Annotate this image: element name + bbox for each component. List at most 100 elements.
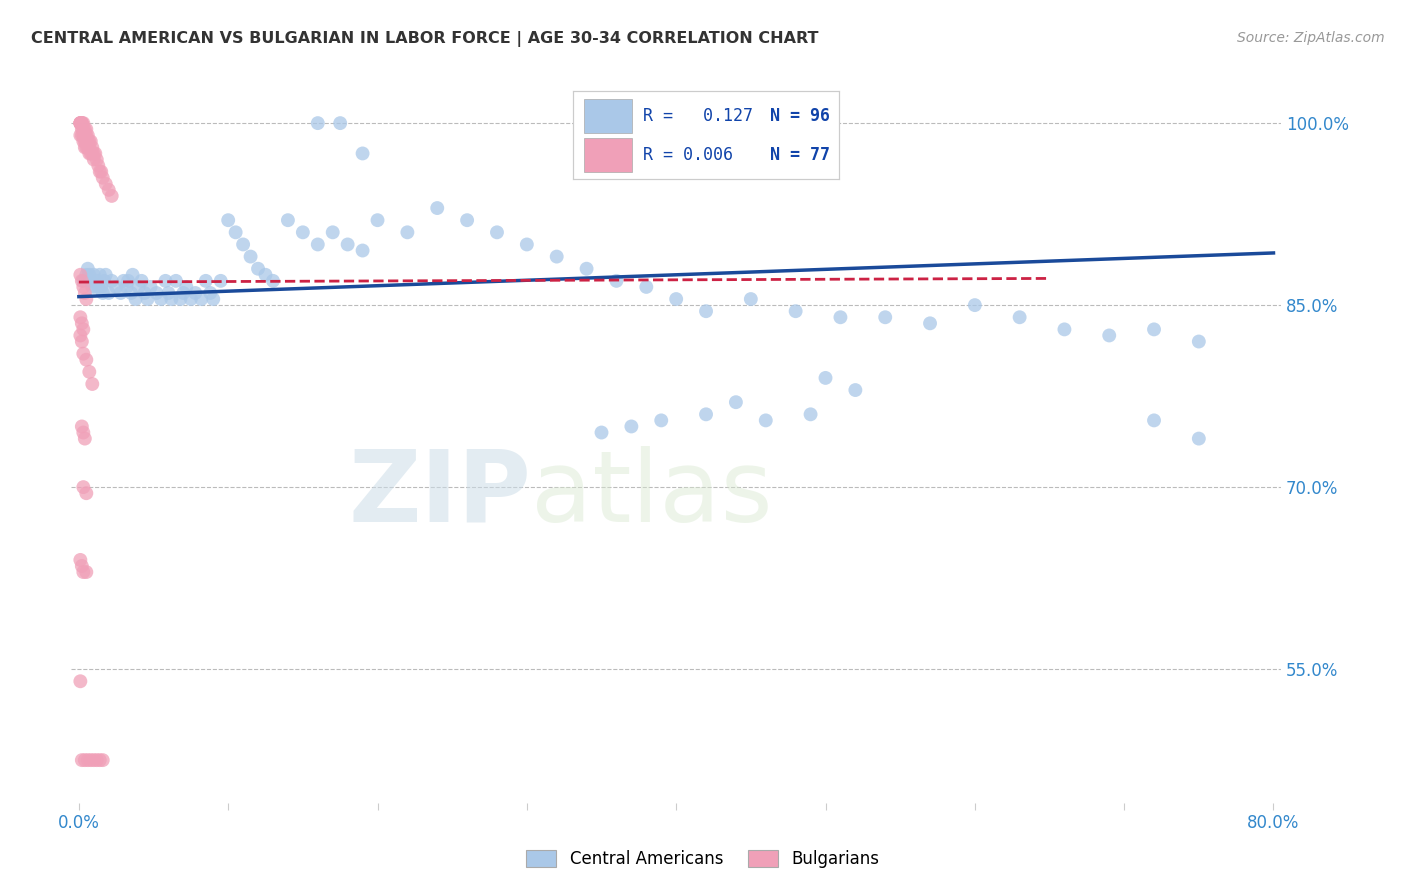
Point <box>87 280 110 294</box>
Point <box>72 116 94 130</box>
Point <box>352 244 374 258</box>
Point <box>94 268 117 282</box>
Point <box>157 285 180 300</box>
Point <box>194 274 217 288</box>
Point <box>75 352 97 367</box>
Point <box>80 134 103 148</box>
Point <box>72 565 94 579</box>
Point <box>724 395 747 409</box>
Point <box>76 261 98 276</box>
Point <box>72 346 94 360</box>
Point <box>75 565 97 579</box>
Point <box>307 237 329 252</box>
Text: atlas: atlas <box>531 446 773 543</box>
Point <box>1143 322 1166 336</box>
Point <box>91 753 114 767</box>
Point <box>91 170 114 185</box>
Point <box>396 225 419 239</box>
Point <box>291 225 314 239</box>
Point <box>605 274 627 288</box>
Point <box>75 134 97 148</box>
Point <box>70 116 93 130</box>
Point <box>620 419 643 434</box>
Point <box>73 432 96 446</box>
Point <box>73 753 96 767</box>
Point <box>70 116 93 130</box>
Point <box>120 285 142 300</box>
Point <box>84 280 107 294</box>
Point <box>90 280 112 294</box>
Legend: Central Americans, Bulgarians: Central Americans, Bulgarians <box>520 843 886 875</box>
Point <box>165 274 187 288</box>
Point <box>70 128 93 143</box>
Point <box>89 753 111 767</box>
Point <box>97 285 120 300</box>
Point <box>262 274 284 288</box>
Point <box>69 116 91 130</box>
Point <box>87 159 110 173</box>
Point <box>70 116 93 130</box>
Point <box>72 322 94 336</box>
Point <box>76 753 98 767</box>
Point <box>209 274 232 288</box>
Point <box>90 164 112 178</box>
Point <box>84 146 107 161</box>
Point <box>134 285 156 300</box>
Point <box>100 189 122 203</box>
Point <box>1008 310 1031 325</box>
Point <box>73 140 96 154</box>
Point <box>352 146 374 161</box>
Point <box>202 292 225 306</box>
Point <box>650 413 672 427</box>
Point <box>70 753 93 767</box>
Point <box>232 237 254 252</box>
Point <box>73 128 96 143</box>
Point <box>1188 432 1211 446</box>
Point <box>124 292 146 306</box>
Point <box>69 128 91 143</box>
Point <box>86 753 108 767</box>
Point <box>69 116 91 130</box>
Point <box>139 280 162 294</box>
Point <box>322 225 344 239</box>
Point <box>516 237 538 252</box>
Point <box>82 376 104 391</box>
Point <box>70 419 93 434</box>
Point <box>112 274 135 288</box>
Point <box>86 274 108 288</box>
Point <box>73 285 96 300</box>
Point <box>72 122 94 136</box>
Point <box>180 292 202 306</box>
Point <box>155 274 177 288</box>
Point <box>72 280 94 294</box>
Point <box>485 225 508 239</box>
Point <box>128 280 150 294</box>
Point <box>80 146 103 161</box>
Point <box>307 116 329 130</box>
Text: ZIP: ZIP <box>349 446 531 543</box>
Point <box>79 146 101 161</box>
Point <box>131 274 153 288</box>
Point <box>83 153 105 167</box>
Point <box>217 213 239 227</box>
Point <box>72 480 94 494</box>
Point <box>200 285 222 300</box>
Point <box>254 268 277 282</box>
Point <box>70 122 93 136</box>
Point <box>82 140 104 154</box>
Point <box>800 407 823 421</box>
Point <box>695 407 717 421</box>
Point <box>69 328 91 343</box>
Point <box>72 134 94 148</box>
Point <box>814 371 837 385</box>
Point <box>86 153 108 167</box>
Point <box>591 425 613 440</box>
Point <box>70 316 93 330</box>
Point <box>456 213 478 227</box>
Point <box>117 274 139 288</box>
Point <box>190 292 212 306</box>
Point <box>76 140 98 154</box>
Point <box>69 310 91 325</box>
Point <box>136 292 159 306</box>
Point <box>277 213 299 227</box>
